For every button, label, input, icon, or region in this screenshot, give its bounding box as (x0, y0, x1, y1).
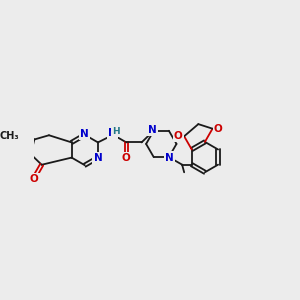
Text: H: H (112, 127, 120, 136)
Text: N: N (165, 153, 174, 163)
Text: CH₃: CH₃ (0, 131, 19, 141)
Text: N: N (80, 129, 89, 139)
Text: O: O (174, 131, 183, 141)
Text: N: N (148, 125, 157, 135)
Text: O: O (122, 153, 131, 164)
Text: N: N (94, 153, 102, 163)
Text: N: N (108, 128, 117, 138)
Text: O: O (214, 124, 223, 134)
Text: O: O (30, 174, 38, 184)
